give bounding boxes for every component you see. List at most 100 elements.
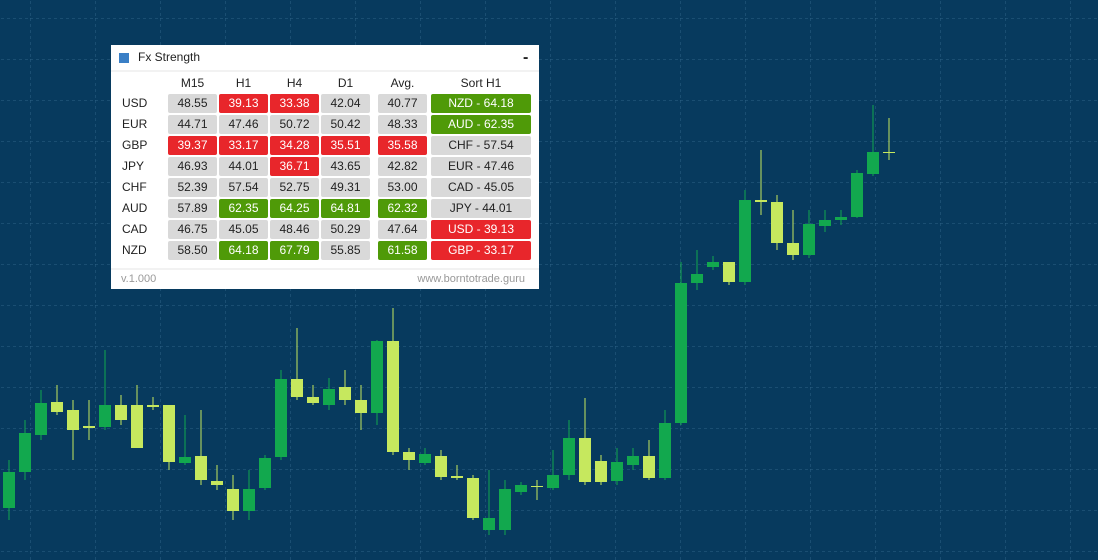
cell: 44.71: [177, 117, 207, 131]
cell-bg: [321, 157, 370, 176]
candle-body: [579, 438, 591, 482]
cell: 43.65: [330, 159, 360, 173]
cell-bg: [321, 115, 370, 134]
cell: 39.13: [228, 96, 258, 110]
cell: 46.93: [177, 159, 207, 173]
cell: 35.51: [330, 138, 360, 152]
cell-bg: [270, 241, 319, 260]
candle-body: [3, 472, 15, 508]
cell-bg: [321, 220, 370, 239]
candle-body: [627, 456, 639, 465]
cell: EUR - 47.46: [448, 159, 514, 173]
cell-bg: [378, 94, 427, 113]
candle-body: [451, 476, 463, 478]
panel-icon: [119, 53, 129, 63]
cell: 61.58: [387, 243, 417, 257]
candle-body: [211, 481, 223, 485]
cell: 48.55: [177, 96, 207, 110]
cell: 39.37: [177, 138, 207, 152]
column-header: D1: [338, 76, 354, 90]
cell: 42.04: [330, 96, 360, 110]
candle-body: [323, 389, 335, 405]
cell-bg: [431, 157, 531, 176]
row-label: EUR: [122, 117, 148, 131]
candle-body: [563, 438, 575, 475]
cell-bg: [168, 136, 217, 155]
candles: [3, 105, 895, 535]
cell-bg: [168, 178, 217, 197]
cell-bg: [321, 241, 370, 260]
cell-bg: [270, 136, 319, 155]
cell-bg: [219, 94, 268, 113]
candle-body: [195, 456, 207, 480]
candle-body: [243, 489, 255, 511]
candle-body: [531, 486, 543, 487]
cell: 58.50: [177, 243, 207, 257]
candle-body: [83, 426, 95, 428]
candle-body: [339, 387, 351, 400]
cell: 44.01: [228, 159, 258, 173]
cell: 35.58: [387, 138, 417, 152]
cell: USD - 39.13: [448, 222, 514, 236]
cell: 40.77: [387, 96, 417, 110]
cell-bg: [168, 220, 217, 239]
cell: 45.05: [228, 222, 258, 236]
cell: 64.18: [228, 243, 258, 257]
cell: 50.29: [330, 222, 360, 236]
candle-body: [595, 461, 607, 482]
candle-body: [755, 200, 767, 202]
candle-body: [99, 405, 111, 427]
candle-body: [179, 457, 191, 463]
cell-bg: [219, 115, 268, 134]
candle-body: [419, 454, 431, 463]
row-label: JPY: [122, 159, 144, 173]
cell: 62.35: [228, 201, 258, 215]
candle-body: [35, 403, 47, 435]
cell-bg: [270, 199, 319, 218]
column-header: Sort H1: [461, 76, 502, 90]
cell-bg: [270, 94, 319, 113]
row-label: NZD: [122, 243, 147, 257]
candle-body: [723, 262, 735, 282]
cell: 48.33: [387, 117, 417, 131]
candle-body: [675, 283, 687, 423]
fx-strength-panel: Fx Strength - M15 H1 H4 D1 Avg. Sort H1 USD 48.…: [111, 45, 539, 289]
cell-bg: [431, 199, 531, 218]
cell-bg: [378, 220, 427, 239]
cell: 42.82: [387, 159, 417, 173]
cell-bg: [431, 94, 531, 113]
cell: 49.31: [330, 180, 360, 194]
cell-bg: [168, 94, 217, 113]
candle-body: [643, 456, 655, 478]
row-label: USD: [122, 96, 148, 110]
cell-bg: [168, 157, 217, 176]
candle-body: [803, 224, 815, 255]
cell-bg: [270, 157, 319, 176]
minimize-button[interactable]: -: [523, 49, 528, 66]
cell-bg: [219, 178, 268, 197]
cell-bg: [321, 94, 370, 113]
candle-body: [371, 341, 383, 413]
cell-bg: [431, 136, 531, 155]
cell-bg: [378, 136, 427, 155]
cell: 33.38: [279, 96, 309, 110]
candle-body: [835, 217, 847, 220]
candle-body: [771, 202, 783, 243]
cell: 33.17: [228, 138, 258, 152]
cell: 62.32: [387, 201, 417, 215]
cell-bg: [219, 136, 268, 155]
cell-bg: [378, 199, 427, 218]
cell: 57.54: [228, 180, 258, 194]
cell-bg: [270, 220, 319, 239]
cell: JPY - 44.01: [450, 201, 513, 215]
candle-body: [611, 462, 623, 481]
candle-body: [67, 410, 79, 430]
cell: CAD - 45.05: [448, 180, 514, 194]
cell-bg: [219, 157, 268, 176]
cell: 36.71: [279, 159, 309, 173]
candle-body: [51, 402, 63, 412]
cell: 48.46: [279, 222, 309, 236]
candle-body: [467, 478, 479, 518]
cell: 57.89: [177, 201, 207, 215]
